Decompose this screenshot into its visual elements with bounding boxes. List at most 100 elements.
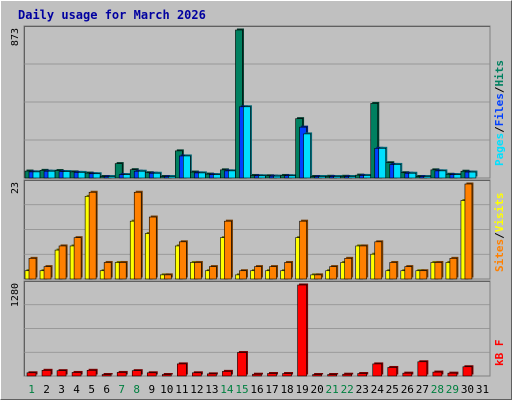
bar-shadow: [267, 174, 275, 177]
bar-middle-sites-15: [239, 270, 247, 280]
bar-middle-sites-4: [73, 237, 82, 280]
bar-shadow: [101, 175, 109, 177]
bar-shadow: [329, 373, 339, 375]
x-tick-label: 27: [416, 383, 429, 396]
panel-bottom-edge: [24, 281, 490, 376]
bar-shadow: [417, 175, 425, 177]
bar-top-pages-15: [243, 106, 251, 179]
x-tick-label: 8: [133, 383, 140, 396]
bar-middle-sites-3: [58, 245, 67, 280]
x-tick-label: 10: [160, 383, 173, 396]
bar-shadow: [320, 175, 328, 177]
bar-shadow: [259, 174, 267, 177]
bar-shadow: [335, 175, 343, 177]
bar-bottom-kb-f-12: [192, 372, 202, 377]
bar-shadow: [314, 373, 324, 375]
bar-bottom-kb-f-23: [357, 373, 368, 377]
bar-bottom-kb-f-22: [342, 373, 352, 377]
x-tick-label: 12: [190, 383, 203, 396]
x-tick-label: 23: [356, 383, 369, 396]
bar-middle-sites-25: [389, 262, 398, 280]
bar-bottom-kb-f-6: [101, 374, 112, 377]
x-tick-label: 20: [311, 383, 324, 396]
bar-top-pages-23: [363, 175, 372, 179]
bar-shadow: [425, 175, 433, 177]
bar-middle-sites-1: [28, 258, 37, 280]
bar-bottom-kb-f-29: [447, 372, 458, 377]
bar-bottom-kb-f-2: [41, 370, 52, 377]
bar-bottom-kb-f-30: [462, 366, 473, 377]
bar-shadow: [331, 175, 339, 177]
axis-label-part: Pages: [493, 133, 506, 166]
x-tick-label: 16: [250, 383, 263, 396]
bar-top-pages-6: [107, 176, 116, 179]
x-tick-label: 9: [148, 383, 155, 396]
bar-shadow: [165, 175, 173, 177]
bar-middle-sites-12: [194, 262, 202, 280]
axis-label-part: kB F: [493, 340, 506, 367]
panel-bottom: 1280 kB F: [10, 280, 506, 377]
bar-middle-sites-18: [284, 262, 292, 280]
panel-middle-max-label: 23: [10, 182, 21, 194]
bar-bottom-kb-f-26: [402, 372, 413, 377]
x-tick-label: 28: [431, 383, 444, 396]
bar-top-pages-9: [152, 172, 161, 179]
bar-shadow: [342, 174, 350, 177]
bar-top-pages-11: [183, 155, 191, 179]
bar-shadow: [286, 174, 294, 177]
bar-shadow: [161, 175, 169, 177]
x-tick-label: 17: [265, 383, 278, 396]
bar-shadow: [421, 175, 429, 177]
panel-top-max-label: 873: [10, 28, 21, 46]
bar-bottom-kb-f-28: [432, 371, 443, 377]
panel-bottom-max-label: 1280: [10, 283, 21, 307]
bar-shadow: [346, 175, 354, 177]
x-tick-label: 29: [446, 383, 459, 396]
bar-shadow: [255, 174, 263, 177]
x-tick-label: 4: [73, 383, 80, 396]
bar-top-pages-10: [167, 176, 176, 179]
bar-bottom-kb-f-3: [56, 370, 67, 377]
bar-shadow: [163, 373, 173, 375]
bar-shadow: [350, 175, 358, 177]
x-tick-label: 11: [175, 383, 188, 396]
bar-middle-sites-29: [449, 258, 458, 280]
bar-middle-sites-5: [88, 191, 97, 280]
bar-top-pages-29: [453, 174, 462, 179]
x-tick-label: 30: [461, 383, 474, 396]
bar-bottom-kb-f-27: [417, 361, 428, 377]
bar-middle-sites-7: [118, 262, 127, 280]
panel-top-edge: [24, 26, 490, 178]
bar-shadow: [109, 175, 117, 177]
bar-shadow: [316, 175, 324, 177]
x-tick-label: 1: [28, 383, 35, 396]
bar-bottom-kb-f-21: [327, 374, 337, 377]
bar-shadow: [312, 175, 320, 177]
bar-bottom-kb-f-14: [222, 371, 232, 377]
bar-top-pages-28: [438, 170, 447, 179]
bar-top-hits-15: [235, 29, 243, 179]
bar-bottom-kb-f-4: [71, 372, 82, 377]
bar-middle-sites-30: [464, 183, 473, 280]
x-tick-label: 15: [235, 383, 248, 396]
bar-middle-sites-14: [224, 220, 232, 280]
x-tick-label: 26: [401, 383, 414, 396]
chart-title: Daily usage for March 2026: [18, 8, 206, 22]
axis-label-part: Files: [493, 93, 506, 126]
x-tick-label: 22: [341, 383, 354, 396]
bar-top-pages-4: [77, 172, 86, 179]
axis-label-part: Sites: [493, 239, 506, 272]
bar-middle-sites-6: [103, 262, 112, 280]
bar-middle-sites-8: [133, 191, 142, 280]
bar-top-pages-18: [288, 175, 296, 179]
bar-top-pages-1: [32, 171, 41, 179]
bar-middle-sites-11: [179, 241, 187, 280]
axis-label-part: Hits: [493, 60, 506, 87]
bar-top-pages-12: [198, 172, 206, 179]
bar-top-pages-3: [62, 171, 71, 179]
bar-bottom-kb-f-15: [237, 352, 247, 377]
bar-top-pages-17: [273, 175, 281, 179]
bar-middle-sites-2: [43, 266, 52, 280]
x-tick-label: 31: [476, 383, 489, 396]
